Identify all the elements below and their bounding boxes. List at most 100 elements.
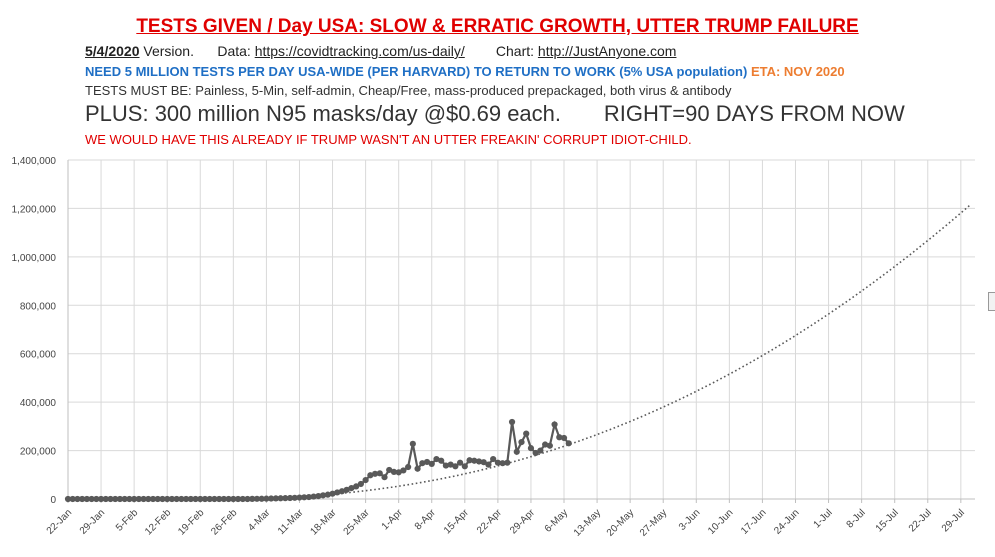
chart-label: Chart:	[495, 43, 535, 59]
tests-point	[74, 495, 81, 503]
data-source-link[interactable]: https://covidtracking.com/us-daily/	[254, 43, 465, 59]
eta-text: ETA: NOV 2020	[750, 64, 845, 79]
x-tick-label: 29-Jan	[78, 507, 107, 536]
tests-point	[324, 491, 331, 498]
y-tick-label: 600,000	[20, 350, 57, 361]
tests-point	[527, 445, 535, 452]
tests-point	[508, 418, 516, 426]
need-line: NEED 5 MILLION TESTS PER DAY USA-WIDE (P…	[85, 64, 845, 79]
tests-point	[329, 490, 336, 497]
tests-point	[315, 492, 322, 500]
chart-source-link[interactable]: http://JustAnyone.com	[537, 43, 677, 59]
tests-point	[149, 495, 157, 503]
tests-point	[414, 465, 421, 472]
tests-point	[499, 460, 506, 467]
tests-point	[310, 493, 317, 500]
x-tick-label: 19-Feb	[176, 507, 206, 537]
tests-point	[513, 448, 520, 455]
tests-point	[560, 434, 568, 442]
tests-point	[291, 494, 298, 501]
y-tick-label: 0	[50, 495, 56, 506]
x-tick-label: 15-Apr	[442, 507, 471, 536]
tests-point	[419, 460, 426, 467]
y-tick-label: 1,400,000	[12, 156, 57, 167]
tests-point	[442, 462, 450, 469]
x-tick-label: 12-Feb	[143, 507, 173, 537]
y-tick-label: 1,200,000	[12, 204, 57, 215]
plus-text: PLUS: 300 million N95 masks/day @$0.69 e…	[85, 101, 562, 126]
tests-point	[371, 470, 379, 477]
y-tick-label: 800,000	[20, 301, 57, 312]
trend-line	[68, 204, 971, 500]
tests-point	[135, 495, 142, 503]
tests-must-text: TESTS MUST BE: Painless, 5-Min, self-adm…	[85, 83, 732, 98]
tests-point	[197, 495, 204, 503]
tests-point	[88, 495, 95, 503]
x-tick-label: 13-May	[572, 507, 603, 538]
tests-point	[376, 470, 383, 477]
x-tick-label: 22-Apr	[475, 507, 504, 536]
tests-point	[230, 495, 237, 503]
x-tick-label: 10-Jun	[706, 507, 735, 536]
x-tick-label: 1-Jul	[812, 507, 835, 530]
version-label: Version.	[143, 43, 194, 59]
x-tick-label: 11-Mar	[276, 507, 306, 537]
tests-point	[466, 457, 473, 464]
x-tick-label: 6-May	[543, 507, 570, 534]
tests-point	[504, 459, 511, 466]
tests-point	[83, 495, 90, 503]
version-date: 5/4/2020	[85, 43, 140, 59]
x-tick-label: 8-Apr	[413, 507, 439, 533]
tests-point	[494, 459, 501, 466]
tests-point	[69, 495, 76, 503]
scroll-handle[interactable]	[988, 292, 995, 311]
tests-point	[556, 434, 563, 441]
tests-point	[64, 495, 72, 503]
tests-point	[518, 438, 525, 446]
tests-point	[145, 495, 152, 503]
y-tick-label: 200,000	[20, 447, 57, 458]
tests-point	[201, 495, 209, 503]
x-tick-label: 29-Jul	[940, 507, 967, 534]
x-tick-label: 26-Feb	[209, 507, 239, 537]
source-line: 5/4/2020 Version. Data: https://covidtra…	[85, 43, 676, 59]
y-tick-label: 1,000,000	[12, 253, 57, 264]
grid	[67, 159, 975, 499]
tests-point	[353, 483, 360, 490]
y-tick-label: 400,000	[20, 398, 57, 409]
x-tick-label: 8-Jul	[845, 507, 868, 530]
x-tick-label: 20-May	[605, 507, 636, 538]
tests-point	[131, 495, 138, 503]
tests-point	[154, 495, 161, 503]
tests-point	[362, 477, 369, 484]
tests-point	[168, 495, 176, 503]
tests-series	[64, 418, 572, 503]
tests-point	[305, 493, 313, 501]
tests-point	[301, 494, 308, 501]
tests-point	[272, 495, 279, 502]
tests-point	[532, 449, 539, 457]
tests-point	[319, 492, 327, 499]
tests-point	[116, 495, 124, 503]
tests-point	[480, 459, 487, 466]
tests-point	[121, 495, 128, 503]
tests-point	[102, 495, 109, 503]
x-tick-label: 3-Jun	[677, 507, 702, 532]
tests-point	[97, 495, 105, 503]
tests-point	[542, 441, 549, 448]
tests-point	[357, 480, 364, 488]
axes	[67, 160, 975, 503]
tests-point	[367, 472, 374, 479]
x-tick-label: 4-Mar	[246, 507, 273, 534]
tests-point	[126, 495, 133, 503]
tests-point	[140, 495, 147, 503]
tests-point	[409, 440, 416, 447]
would-have-text: WE WOULD HAVE THIS ALREADY IF TRUMP WASN…	[85, 132, 692, 147]
tests-point	[334, 489, 341, 496]
x-tick-label: 5-Feb	[114, 507, 141, 534]
tests-point	[211, 495, 218, 503]
tests-point	[220, 495, 227, 503]
tests-point	[225, 495, 232, 503]
tests-point	[187, 495, 194, 503]
